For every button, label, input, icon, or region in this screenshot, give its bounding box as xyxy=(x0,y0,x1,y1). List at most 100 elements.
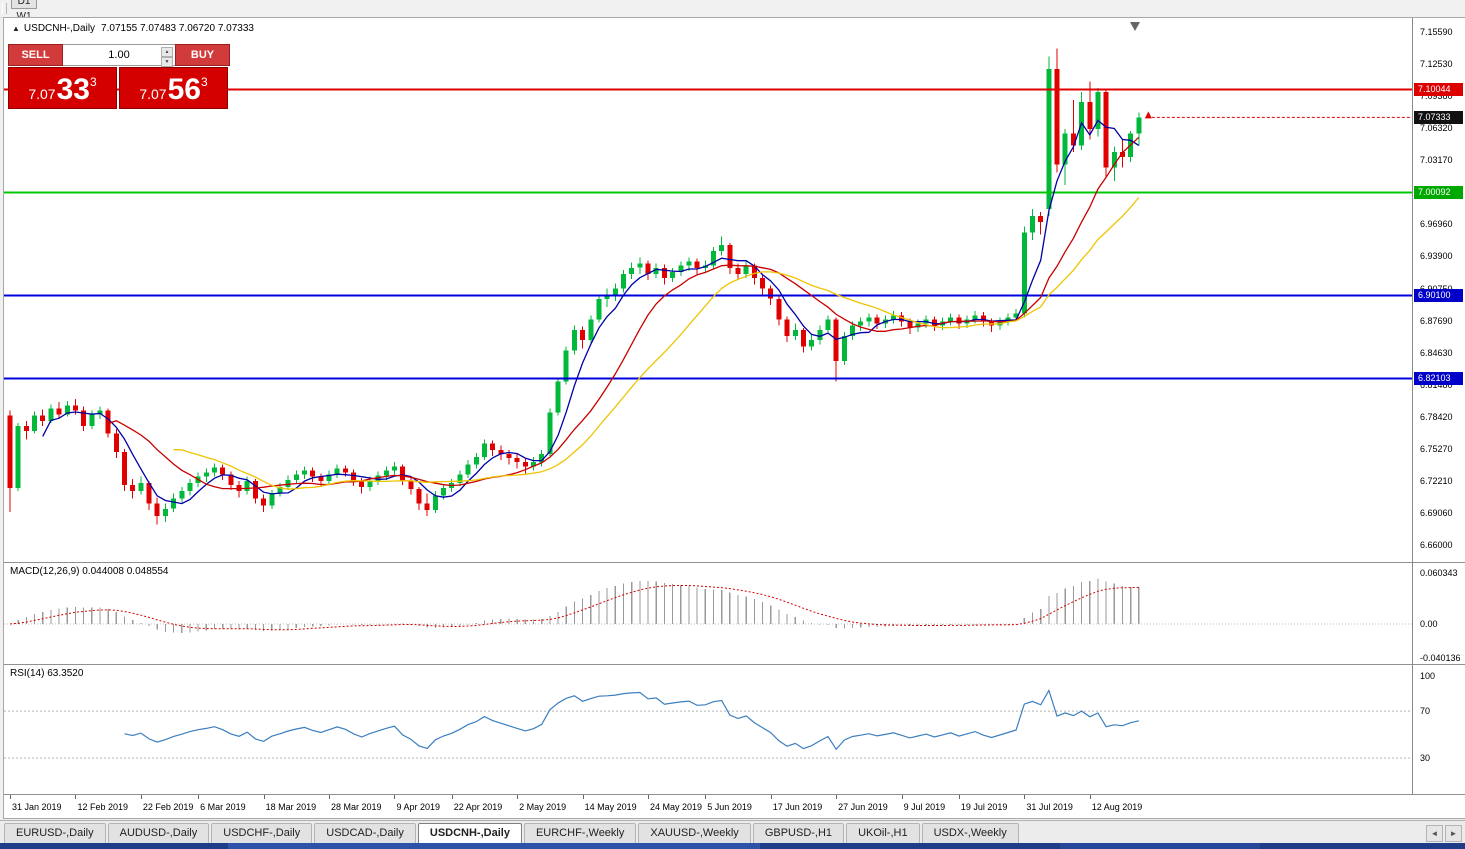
volume-field[interactable]: 1.00 ▲ ▼ xyxy=(63,44,175,67)
tabs-scroll-left-button[interactable]: ◄ xyxy=(1426,825,1443,842)
volume-value[interactable]: 1.00 xyxy=(108,49,130,61)
tabs-scroll-right-button[interactable]: ► xyxy=(1445,825,1462,842)
price-axis-label: 7.12530 xyxy=(1420,59,1453,70)
sell-price-display[interactable]: 7.07 33 3 xyxy=(8,67,117,109)
chart-window: ▲ USDCNH-,Daily 7.07155 7.07483 7.06720 7.… xyxy=(3,17,1465,819)
toolbar-grip[interactable] xyxy=(2,3,7,14)
symbol-tab-usdx-weekly[interactable]: USDX-,Weekly xyxy=(921,823,1019,843)
sell-button[interactable]: SELL xyxy=(8,44,63,66)
date-axis-label: 14 May 2019 xyxy=(584,802,637,812)
date-axis[interactable]: 31 Jan 2019 12 Feb 2019 22 Feb 2019 6 Mar 2… xyxy=(4,795,1412,818)
sell-price-big-digits: 33 xyxy=(56,73,90,106)
symbol-tab-usdcnh-daily[interactable]: USDCNH-,Daily xyxy=(417,823,522,843)
pane-separator[interactable] xyxy=(4,562,1465,563)
date-tick xyxy=(140,795,142,799)
buy-price-display[interactable]: 7.07 56 3 xyxy=(119,67,228,109)
date-tick xyxy=(517,795,519,799)
buy-price-superscript: 3 xyxy=(200,75,208,89)
date-tick xyxy=(394,795,396,799)
price-axis[interactable]: 7.15590 7.12530 7.09380 7.06320 7.03170 7.000… xyxy=(1412,18,1465,795)
toolbar: H4D1W1MN xyxy=(0,0,1465,37)
symbol-tab-gbpusd-h1[interactable]: GBPUSD-,H1 xyxy=(752,823,845,843)
sell-price-prefix: 7.07 xyxy=(28,86,56,102)
taskbar-strip xyxy=(0,843,1465,849)
buy-button[interactable]: BUY xyxy=(175,44,230,66)
price-axis-label: 6.69060 xyxy=(1420,507,1453,518)
symbol-tab-bar: EURUSD-,Daily AUDUSD-,Daily USDCHF-,Daily U… xyxy=(0,820,1465,844)
symbol-tabs: EURUSD-,Daily AUDUSD-,Daily USDCHF-,Daily U… xyxy=(0,821,1465,844)
horizontal-price-lines[interactable] xyxy=(4,88,1412,380)
timeframe-button-w1[interactable]: W1 xyxy=(16,10,32,22)
symbol-tab-usdchf-daily[interactable]: USDCHF-,Daily xyxy=(211,823,313,843)
date-tick xyxy=(451,795,453,799)
chart-shift-marker-icon[interactable] xyxy=(1130,22,1140,31)
date-axis-label: 9 Apr 2019 xyxy=(396,802,440,812)
date-axis-label: 24 May 2019 xyxy=(650,802,703,812)
buy-price-prefix: 7.07 xyxy=(139,86,167,102)
date-axis-label: 12 Feb 2019 xyxy=(77,802,128,812)
symbol-tab-usdcad-daily[interactable]: USDCAD-,Daily xyxy=(314,823,416,843)
date-tick xyxy=(263,795,265,799)
price-axis-label: 6.78420 xyxy=(1420,411,1453,422)
rsi-label: RSI(14) 63.3520 xyxy=(10,668,84,679)
rsi-pane-canvas[interactable] xyxy=(4,665,1412,794)
date-tick xyxy=(582,795,584,799)
rsi-axis-label: 30 xyxy=(1420,753,1431,763)
date-axis-label: 9 Jul 2019 xyxy=(903,802,946,812)
taskbar-segment xyxy=(1060,843,1260,849)
symbol-tab-xauusd-weekly[interactable]: XAUUSD-,Weekly xyxy=(638,823,751,843)
symbol-tab-ukoil-h1[interactable]: UKOil-,H1 xyxy=(846,823,920,843)
date-axis-label: 19 Jul 2019 xyxy=(960,802,1008,812)
one-click-panel-toggle-icon[interactable]: ▲ xyxy=(12,24,20,33)
chart-symbol-title: USDCNH-,Daily xyxy=(23,23,96,34)
symbol-tab-eurchf-weekly[interactable]: EURCHF-,Weekly xyxy=(523,823,637,843)
rsi-axis-label: 100 xyxy=(1420,671,1436,681)
pane-separator[interactable] xyxy=(4,664,1465,665)
date-axis-label: 27 Jun 2019 xyxy=(838,802,888,812)
chart-header: ▲ USDCNH-,Daily 7.07155 7.07483 7.06720 7.… xyxy=(12,23,254,34)
rsi-line xyxy=(124,689,1139,751)
tab-scroll-arrows: ◄ ► xyxy=(1424,825,1462,842)
date-tick xyxy=(10,795,11,799)
symbol-tab-audusd-daily[interactable]: AUDUSD-,Daily xyxy=(107,823,210,843)
date-axis-label: 31 Jul 2019 xyxy=(1026,802,1073,812)
volume-spinner: ▲ ▼ xyxy=(161,47,173,67)
date-tick xyxy=(75,795,77,799)
volume-up-button[interactable]: ▲ xyxy=(161,47,173,57)
date-axis-label: 18 Mar 2019 xyxy=(265,802,317,812)
price-badge: 6.82103 xyxy=(1414,371,1463,385)
price-axis-label: 6.93900 xyxy=(1420,251,1453,262)
date-tick xyxy=(1089,795,1091,799)
date-axis-label: 6 Mar 2019 xyxy=(200,802,246,812)
rsi-axis-label: 70 xyxy=(1420,706,1431,717)
price-axis-label: 7.15590 xyxy=(1420,27,1453,37)
price-badge: 7.00092 xyxy=(1414,185,1463,199)
taskbar-segment xyxy=(228,843,760,849)
volume-down-button[interactable]: ▼ xyxy=(161,57,173,67)
price-badge: 7.10044 xyxy=(1414,82,1463,96)
moving-average-13 xyxy=(107,136,1140,490)
date-axis-label: 28 Mar 2019 xyxy=(331,802,382,812)
macd-pane-canvas[interactable] xyxy=(4,563,1412,664)
date-axis-label: 22 Feb 2019 xyxy=(142,802,194,812)
price-badge: 7.07333 xyxy=(1414,110,1463,124)
price-axis-label: 6.90750 xyxy=(1420,284,1453,294)
macd-signal-line xyxy=(9,585,1139,631)
one-click-trade-panel: SELL 1.00 ▲ ▼ BUY 7.07 33 3 7.07 56 3 xyxy=(8,44,230,109)
date-tick xyxy=(901,795,903,799)
price-badge: 6.90100 xyxy=(1414,289,1463,303)
date-axis-label: 2 May 2019 xyxy=(519,802,567,812)
date-axis-label: 17 Jun 2019 xyxy=(772,802,823,812)
date-axis-label: 22 Apr 2019 xyxy=(453,802,503,812)
timeframe-button-d1[interactable]: D1 xyxy=(11,0,37,9)
date-axis-label: 12 Aug 2019 xyxy=(1091,802,1143,812)
price-axis-label: 6.72210 xyxy=(1420,475,1453,486)
price-chart-canvas[interactable] xyxy=(4,18,1412,562)
price-axis-label: 6.66000 xyxy=(1420,540,1453,550)
sell-price-superscript: 3 xyxy=(89,75,97,89)
date-axis-label: 5 Jun 2019 xyxy=(707,802,752,812)
pane-separator[interactable] xyxy=(4,794,1465,795)
moving-average-21 xyxy=(173,197,1140,490)
price-axis-label: 6.84630 xyxy=(1420,347,1453,358)
symbol-tab-eurusd-daily[interactable]: EURUSD-,Daily xyxy=(4,823,106,843)
